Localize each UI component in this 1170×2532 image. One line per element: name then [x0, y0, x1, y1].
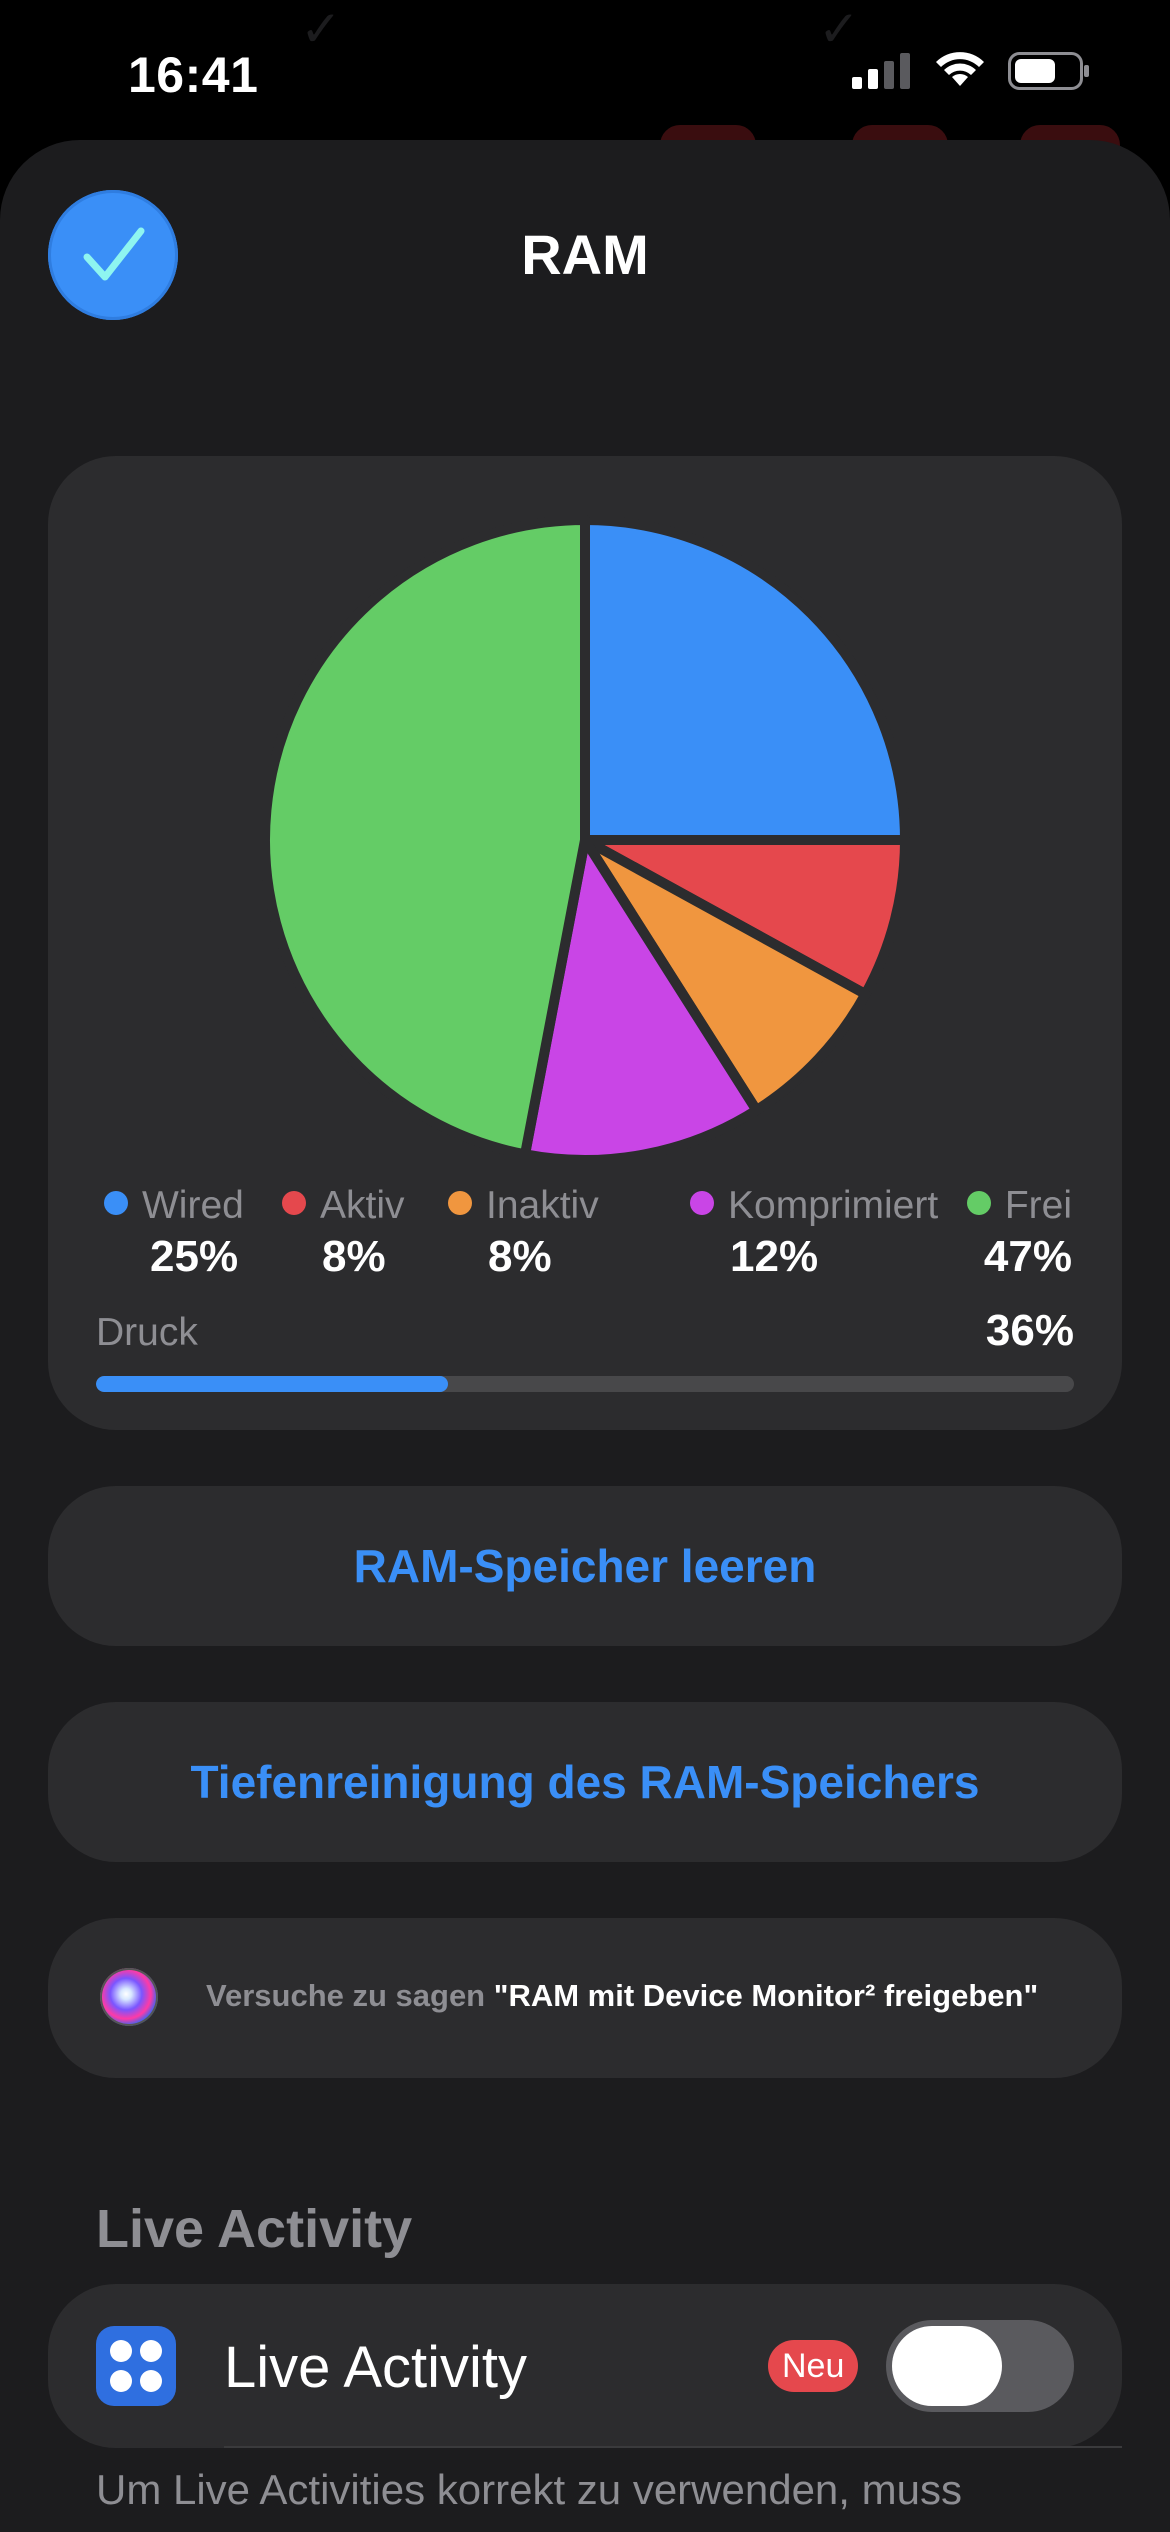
- pie-slice-wired: [580, 515, 910, 845]
- siri-suggestion-text: Versuche zu sagen "RAM mit Device Monito…: [206, 1978, 1038, 2014]
- pie-slice-inaktiv: [580, 835, 871, 1116]
- ram-chart-card: Wired 25% Aktiv 8% Inaktiv 8% Komprimier…: [48, 456, 1122, 1430]
- legend-label: Wired: [142, 1184, 244, 1227]
- background-check-icon: ✓: [818, 1, 860, 57]
- wifi-icon: [936, 52, 984, 86]
- legend-item-inaktiv: Inaktiv 8%: [448, 1184, 599, 1282]
- page-title: RAM: [521, 223, 649, 286]
- background-check-icon: ✓: [300, 1, 342, 57]
- pressure-value: 36%: [985, 1306, 1074, 1355]
- pressure-progress-fill: [96, 1376, 449, 1392]
- legend-value: 8%: [322, 1232, 386, 1281]
- ram-pie-chart: [260, 515, 910, 1156]
- legend-dot: [282, 1191, 306, 1215]
- legend-dot: [690, 1191, 714, 1215]
- live-activity-row: Live Activity Neu: [48, 2284, 1122, 2448]
- legend-item-frei: Frei 47%: [966, 1184, 1072, 1282]
- pressure-label: Druck: [96, 1311, 198, 1354]
- legend-value: 12%: [730, 1232, 819, 1281]
- new-badge: Neu: [768, 2340, 859, 2392]
- deep-clean-ram-button[interactable]: Tiefenreinigung des RAM-Speichers: [48, 1702, 1122, 1862]
- section-header-live-activity: Live Activity: [96, 2199, 413, 2259]
- status-time: 16:41: [128, 47, 259, 103]
- legend-label: Inaktiv: [486, 1184, 599, 1227]
- siri-suggestion[interactable]: Versuche zu sagen "RAM mit Device Monito…: [48, 1918, 1122, 2078]
- live-activity-icon: [96, 2326, 176, 2406]
- clear-ram-button[interactable]: RAM-Speicher leeren: [48, 1486, 1122, 1646]
- checkmark-icon: [83, 227, 145, 281]
- ram-sheet: RAM Wired 25% Aktiv 8% Inaktiv 8% Kompri…: [0, 140, 1170, 2532]
- legend-label: Frei: [1004, 1184, 1072, 1227]
- legend-value: 8%: [488, 1232, 552, 1281]
- legend-dot: [448, 1191, 472, 1215]
- siri-icon: [100, 1968, 158, 2026]
- pie-slice-frei: [260, 515, 590, 1156]
- legend-dot: [966, 1191, 991, 1215]
- legend-label: Aktiv: [320, 1184, 405, 1227]
- cellular-signal-icon: [852, 53, 910, 89]
- done-button[interactable]: [48, 190, 178, 320]
- chart-legend: Wired 25% Aktiv 8% Inaktiv 8% Komprimier…: [96, 1184, 1074, 1294]
- toggle-knob: [892, 2326, 1002, 2406]
- live-activity-toggle[interactable]: [886, 2320, 1074, 2412]
- battery-icon: [1008, 52, 1089, 90]
- siri-prefix: Versuche zu sagen: [206, 1978, 486, 2013]
- pie-slice-komprimiert: [520, 835, 762, 1156]
- legend-item-komprimiert: Komprimiert 12%: [690, 1184, 938, 1282]
- siri-phrase: "RAM mit Device Monitor² freigeben": [493, 1978, 1039, 2013]
- legend-value: 25%: [150, 1232, 239, 1281]
- row-divider: [224, 2446, 1122, 2448]
- status-icons: [852, 52, 1090, 90]
- legend-item-wired: Wired 25%: [104, 1184, 244, 1282]
- live-activity-label: Live Activity: [224, 2335, 527, 2400]
- live-activity-footnote: Um Live Activities korrekt zu verwenden,…: [96, 2466, 962, 2513]
- legend-label: Komprimiert: [728, 1184, 939, 1227]
- legend-value: 47%: [983, 1232, 1072, 1281]
- pressure-progress-bar: [96, 1376, 1074, 1392]
- legend-item-aktiv: Aktiv 8%: [282, 1184, 405, 1282]
- legend-dot: [104, 1191, 128, 1215]
